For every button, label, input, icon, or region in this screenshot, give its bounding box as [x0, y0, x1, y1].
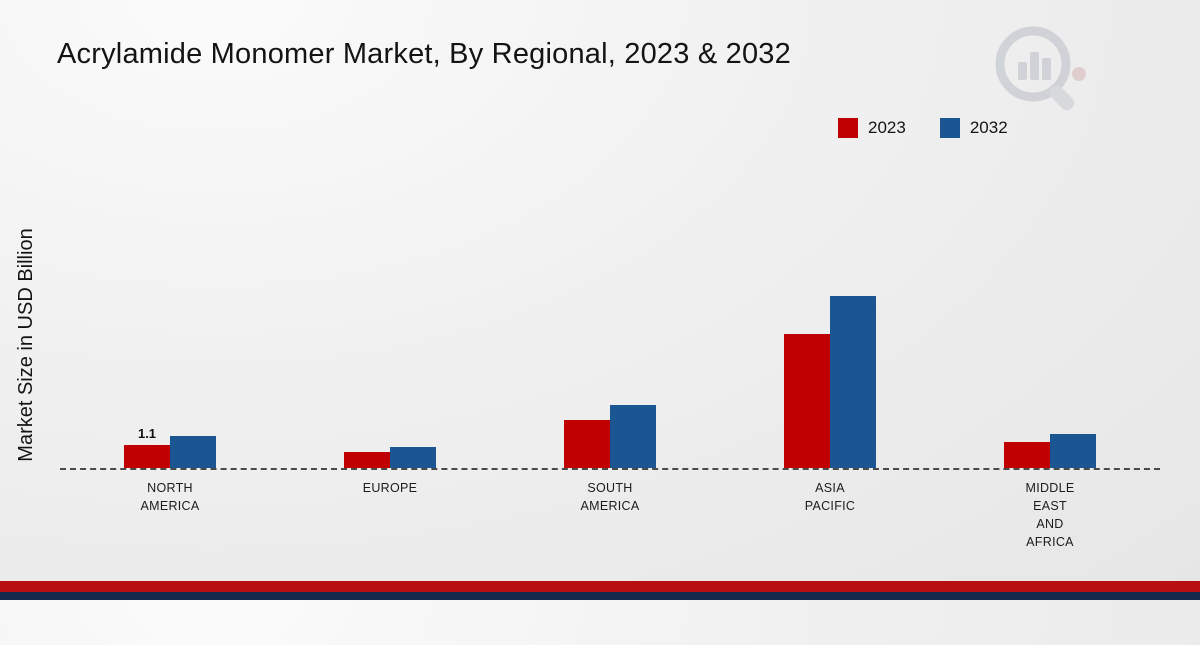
brand-logo-icon: [995, 26, 1086, 111]
legend-item-2023: 2023: [838, 118, 906, 138]
category-label-europe: EUROPE: [362, 481, 418, 495]
y-axis-label: Market Size in USD Billion: [15, 228, 37, 462]
bar-chart: 1.1 NORTH AMERICA EUROPE SOUTH AMERICA ASIA PA…: [60, 268, 1160, 552]
bar-2023-europe: [344, 452, 390, 468]
bar-2023-middle-east-and-africa: [1004, 442, 1050, 468]
legend-swatch-2032: [939, 118, 960, 138]
legend-swatch-2023: [838, 118, 858, 138]
legend-label-2032: 2032: [969, 118, 1008, 137]
bar-group-north-america: 1.1: [60, 268, 280, 468]
legend: 2023 2032: [838, 118, 1008, 138]
chart-title: Acrylamide Monomer Market, By Regional, …: [57, 38, 791, 70]
bar-group-middle-east-and-africa: [940, 268, 1160, 468]
category-label-south-america: SOUTH AMERICA: [580, 481, 640, 514]
category-label-asia-pacific: ASIA PACIFIC: [804, 481, 856, 514]
category-axis-labels: NORTH AMERICA EUROPE SOUTH AMERICA ASIA PACIFI…: [60, 470, 1160, 552]
footer-navy-stripe: [0, 592, 1200, 600]
bar-2023-asia-pacific: [784, 334, 830, 468]
bar-2023-north-america: 1.1: [124, 426, 170, 468]
bar-group-asia-pacific: [720, 268, 940, 468]
bar-2032-south-america: [610, 405, 656, 468]
bar-2032-europe: [390, 447, 436, 468]
footer-red-stripe: [0, 581, 1200, 592]
bar-2032-middle-east-and-africa: [1050, 434, 1096, 468]
legend-label-2023: 2023: [868, 118, 906, 137]
bar-group-south-america: [500, 268, 720, 468]
bar-2032-asia-pacific: [830, 296, 876, 468]
bar-group-europe: [280, 268, 500, 468]
bar-2032-north-america: [170, 436, 216, 468]
category-label-north-america: NORTH AMERICA: [140, 481, 200, 514]
bar-value-label: 1.1: [137, 426, 157, 441]
bar-2023-south-america: [564, 420, 610, 468]
legend-item-2032: 2032: [939, 118, 1008, 138]
category-label-middle-east-and-africa: MIDDLE EAST AND AFRICA: [1025, 481, 1075, 550]
x-axis-baseline: 1.1: [60, 268, 1160, 470]
